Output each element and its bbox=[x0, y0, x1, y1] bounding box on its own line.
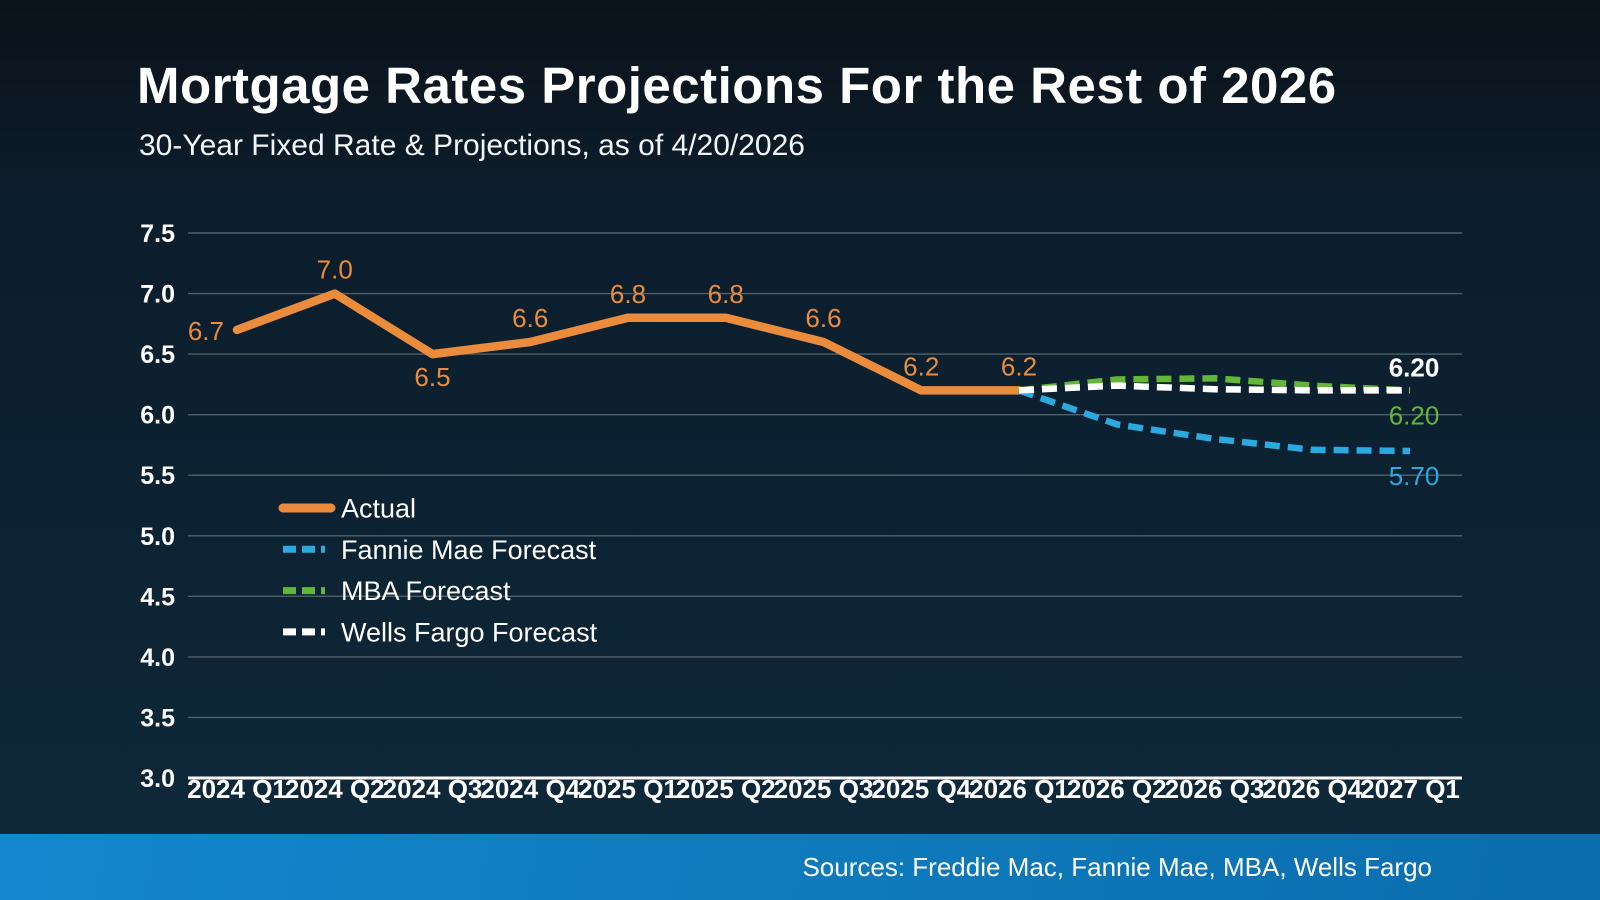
legend-label: Wells Fargo Forecast bbox=[341, 617, 598, 647]
point-label: 6.2 bbox=[903, 351, 939, 381]
series-line-wells-fargo-forecast bbox=[1018, 382, 1410, 394]
series-line-fannie-mae-forecast bbox=[1017, 387, 1411, 455]
x-axis-label: 2026 Q3 bbox=[1165, 774, 1265, 804]
legend-label: Actual bbox=[341, 494, 416, 524]
y-axis-label: 7.5 bbox=[140, 220, 175, 248]
legend-label: Fannie Mae Forecast bbox=[341, 535, 597, 565]
page-title: Mortgage Rates Projections For the Rest … bbox=[137, 57, 1337, 114]
x-axis-label: 2024 Q3 bbox=[383, 774, 483, 804]
point-label: 6.6 bbox=[805, 303, 841, 333]
x-axis-label: 2025 Q3 bbox=[774, 774, 874, 804]
y-axis-label: 5.0 bbox=[140, 523, 175, 551]
point-label: 6.6 bbox=[512, 303, 548, 333]
y-axis-label: 7.0 bbox=[140, 281, 175, 309]
point-label: 6.2 bbox=[1001, 351, 1037, 381]
x-axis-label: 2027 Q1 bbox=[1360, 774, 1460, 804]
x-axis-label: 2026 Q2 bbox=[1067, 774, 1167, 804]
legend-label: MBA Forecast bbox=[341, 576, 511, 606]
y-axis-label: 6.0 bbox=[140, 402, 175, 430]
x-axis-label: 2024 Q1 bbox=[187, 774, 287, 804]
x-axis-label: 2024 Q2 bbox=[285, 774, 385, 804]
sources-text: Sources: Freddie Mac, Fannie Mae, MBA, W… bbox=[802, 851, 1432, 882]
x-axis-label: 2026 Q4 bbox=[1262, 774, 1362, 804]
point-label: 7.0 bbox=[317, 255, 353, 285]
point-label: 6.5 bbox=[414, 362, 450, 392]
y-axis-label: 4.5 bbox=[140, 583, 175, 611]
y-axis-label: 4.0 bbox=[140, 644, 175, 672]
y-axis-label: 6.5 bbox=[140, 341, 175, 369]
end-label: 6.20 bbox=[1389, 352, 1440, 382]
y-axis-label: 3.5 bbox=[140, 704, 175, 732]
end-label: 5.70 bbox=[1389, 461, 1440, 491]
page-subtitle: 30-Year Fixed Rate & Projections, as of … bbox=[139, 129, 805, 162]
x-axis-label: 2025 Q4 bbox=[871, 774, 971, 804]
series-line-actual bbox=[232, 289, 1024, 395]
point-label: 6.7 bbox=[188, 316, 224, 346]
x-axis-label: 2025 Q2 bbox=[676, 774, 776, 804]
end-label: 6.20 bbox=[1389, 400, 1440, 430]
x-axis-label: 2026 Q1 bbox=[969, 774, 1069, 804]
footer-bar: Sources: Freddie Mac, Fannie Mae, MBA, W… bbox=[0, 834, 1600, 900]
point-label: 6.8 bbox=[708, 279, 744, 309]
point-label: 6.8 bbox=[610, 279, 646, 309]
y-axis-label: 5.5 bbox=[140, 462, 175, 490]
x-axis-label: 2025 Q1 bbox=[578, 774, 678, 804]
y-axis-label: 3.0 bbox=[140, 765, 175, 793]
x-axis-label: 2024 Q4 bbox=[480, 774, 580, 804]
